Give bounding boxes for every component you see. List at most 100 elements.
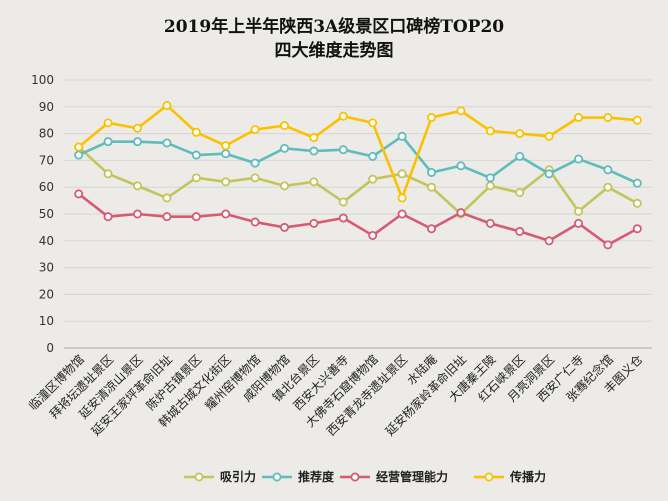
y-tick-label: 50: [39, 207, 54, 221]
data-point: [632, 198, 642, 208]
data-point: [103, 118, 113, 128]
data-point: [426, 224, 436, 234]
data-point: [574, 218, 584, 228]
data-point: [221, 149, 231, 159]
legend-marker: [350, 472, 360, 482]
data-point: [191, 150, 201, 160]
data-point: [515, 129, 525, 139]
legend-marker: [484, 472, 494, 482]
x-axis: 临潼区博物馆拜将坛遗址景区延安清凉山景区延安王家坪革命旧址陈炉古镇景区韩城古城文…: [25, 352, 645, 439]
data-point: [456, 208, 466, 218]
legend-item: 吸引力: [184, 469, 256, 484]
data-point: [544, 236, 554, 246]
data-point: [574, 113, 584, 123]
grid: [64, 79, 652, 349]
legend-label: 吸引力: [220, 469, 256, 484]
data-point: [132, 181, 142, 191]
y-tick-label: 10: [39, 314, 54, 328]
data-point: [279, 121, 289, 131]
data-point: [426, 182, 436, 192]
data-point: [221, 141, 231, 151]
data-point: [544, 131, 554, 141]
data-point: [279, 181, 289, 191]
legend-label: 经营管理能力: [376, 469, 448, 484]
series-1: [74, 142, 642, 219]
chart-title: 2019年上半年陕西3A级景区口碑榜TOP20: [164, 16, 504, 37]
data-point: [132, 123, 142, 133]
data-point: [485, 218, 495, 228]
data-point: [603, 240, 613, 250]
data-point: [574, 154, 584, 164]
legend-item: 推荐度: [262, 469, 335, 484]
series-line: [77, 146, 638, 216]
y-tick-label: 60: [39, 180, 54, 194]
data-point: [368, 118, 378, 128]
y-tick-label: 100: [31, 73, 54, 87]
data-point: [191, 212, 201, 222]
data-point: [309, 218, 319, 228]
y-tick-label: 70: [39, 153, 54, 167]
legend-label: 推荐度: [298, 469, 335, 484]
y-tick-label: 80: [39, 127, 54, 141]
data-point: [603, 113, 613, 123]
data-point: [632, 224, 642, 234]
data-point: [103, 169, 113, 179]
data-point: [191, 173, 201, 183]
data-point: [368, 230, 378, 240]
data-point: [485, 181, 495, 191]
data-point: [103, 212, 113, 222]
data-point: [426, 167, 436, 177]
data-point: [397, 131, 407, 141]
data-point: [603, 165, 613, 175]
data-point: [162, 138, 172, 148]
data-point: [338, 111, 348, 121]
data-point: [397, 193, 407, 203]
chart-subtitle: 四大维度走势图: [275, 40, 394, 61]
data-point: [485, 126, 495, 136]
data-point: [221, 209, 231, 219]
data-point: [309, 133, 319, 143]
data-point: [603, 182, 613, 192]
data-point: [191, 127, 201, 137]
data-point: [132, 137, 142, 147]
data-point: [103, 137, 113, 147]
legend-marker: [272, 472, 282, 482]
data-point: [632, 115, 642, 125]
data-point: [544, 169, 554, 179]
series-4: [74, 100, 642, 203]
y-tick-label: 30: [39, 261, 54, 275]
data-point: [132, 209, 142, 219]
series-line: [77, 104, 638, 200]
data-point: [368, 174, 378, 184]
data-point: [456, 161, 466, 171]
data-point: [250, 173, 260, 183]
series-group: [74, 100, 642, 250]
legend-marker: [194, 472, 204, 482]
data-point: [74, 189, 84, 199]
data-point: [515, 188, 525, 198]
legend-label: 传播力: [509, 469, 546, 484]
data-point: [279, 143, 289, 153]
legend-item: 传播力: [474, 469, 546, 484]
data-point: [368, 151, 378, 161]
data-point: [485, 173, 495, 183]
legend-item: 经营管理能力: [340, 469, 448, 484]
data-point: [250, 217, 260, 227]
legend: 吸引力 推荐度 经营管理能力 传播力: [184, 469, 546, 484]
y-tick-label: 20: [39, 287, 54, 301]
data-point: [632, 178, 642, 188]
data-point: [515, 226, 525, 236]
series-line: [78, 134, 638, 185]
data-point: [279, 222, 289, 232]
data-point: [515, 151, 525, 161]
y-tick-label: 0: [46, 341, 54, 355]
data-point: [74, 150, 84, 160]
data-point: [309, 146, 319, 156]
data-point: [250, 158, 260, 168]
data-point: [397, 209, 407, 219]
data-point: [426, 113, 436, 123]
data-point: [162, 100, 172, 110]
data-point: [338, 213, 348, 223]
data-point: [397, 169, 407, 179]
